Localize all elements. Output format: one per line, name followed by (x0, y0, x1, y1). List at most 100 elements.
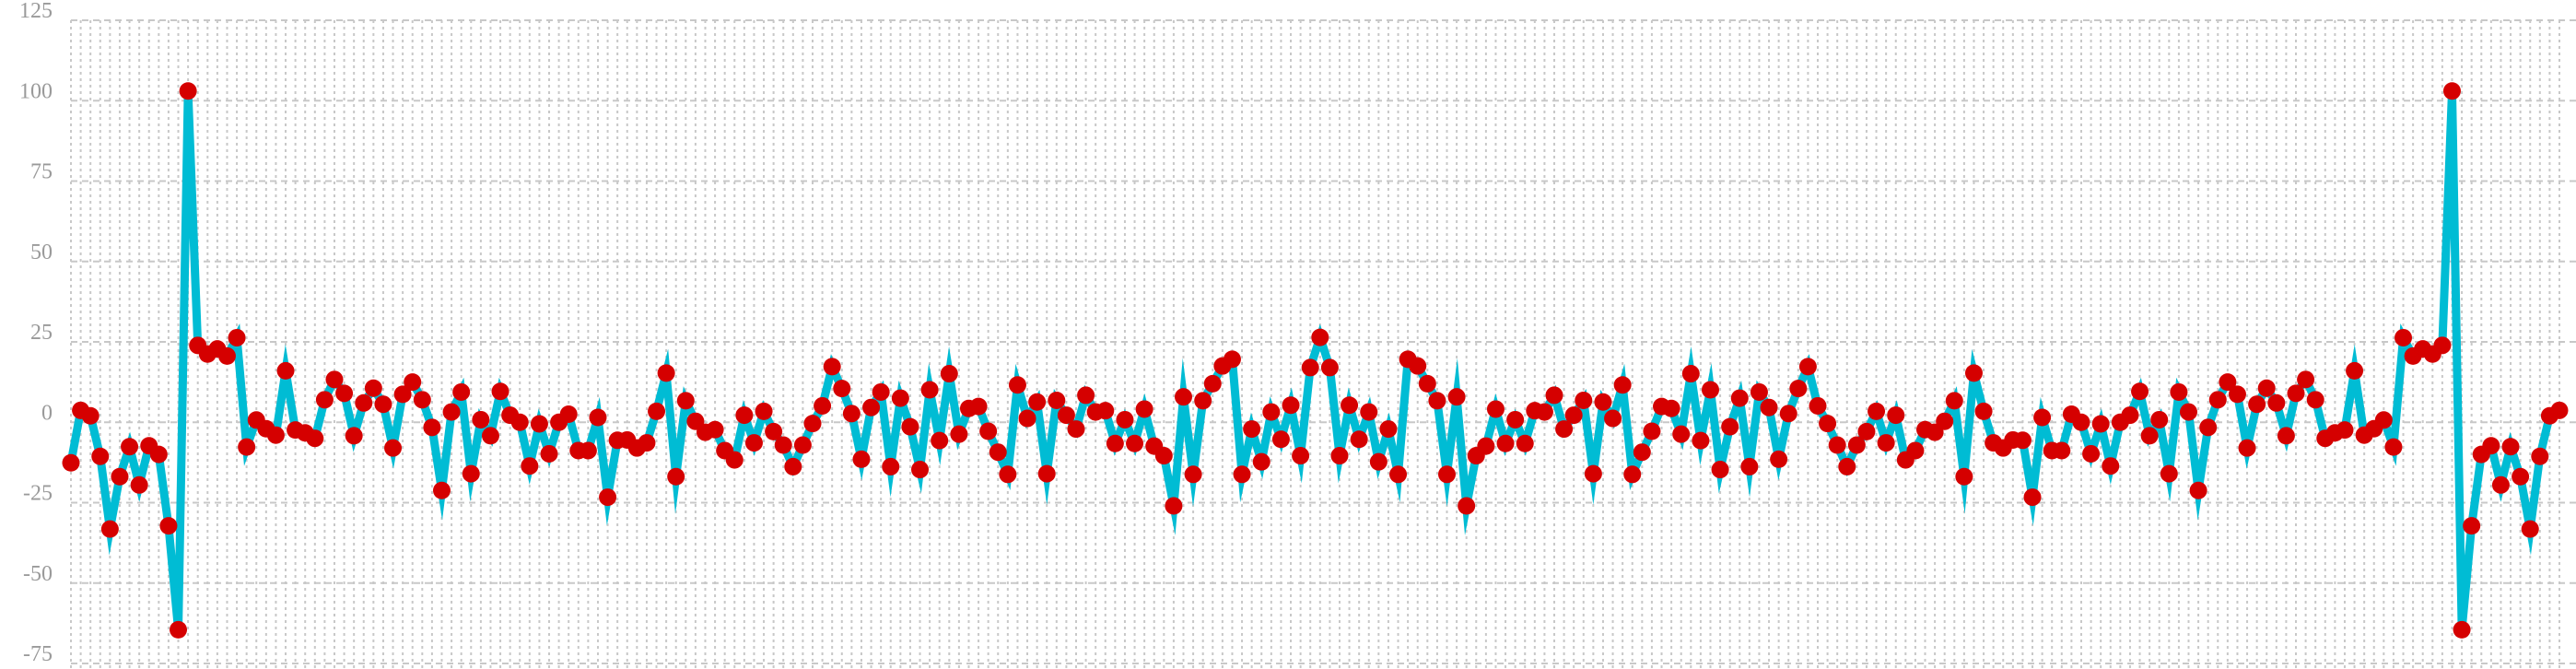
data-point (2306, 391, 2324, 409)
data-point (433, 481, 451, 499)
data-point (1604, 409, 1622, 428)
data-point (1409, 357, 1427, 375)
y-tick-label: -25 (23, 482, 53, 506)
data-point (1165, 497, 1183, 515)
data-point (1760, 398, 1778, 417)
data-point (1350, 430, 1368, 449)
data-point (872, 382, 890, 401)
data-point (1320, 358, 1339, 377)
data-point (989, 443, 1007, 462)
data-point (814, 396, 832, 415)
data-point (217, 346, 236, 365)
data-point (2219, 373, 2237, 392)
data-point (725, 451, 744, 469)
data-point (2550, 401, 2569, 419)
data-point (1964, 364, 1983, 382)
data-point (2053, 441, 2071, 460)
data-point (589, 408, 607, 427)
data-point (452, 382, 471, 401)
data-point (1135, 400, 1153, 418)
data-point (901, 417, 919, 436)
data-point (2257, 379, 2276, 397)
data-point (1458, 497, 1476, 515)
data-point (2248, 395, 2266, 414)
data-point (1292, 447, 1310, 465)
data-point (510, 413, 529, 431)
data-point (1662, 399, 1680, 417)
data-point (2131, 382, 2149, 401)
data-point (2238, 439, 2256, 457)
data-point (1223, 350, 1241, 369)
data-point (413, 391, 431, 409)
data-point (2346, 361, 2364, 380)
data-point (1594, 393, 1612, 411)
data-point (2150, 410, 2169, 428)
data-point (1633, 443, 1651, 462)
data-point (2033, 408, 2052, 427)
data-point (765, 422, 783, 440)
data-point (1418, 374, 1436, 393)
data-point (1730, 389, 1749, 407)
data-point (1672, 425, 1691, 443)
data-point (1154, 447, 1173, 465)
data-point (638, 434, 656, 452)
data-point (599, 488, 617, 507)
data-point (2199, 418, 2218, 437)
data-point (2521, 520, 2539, 538)
data-point (882, 457, 900, 475)
data-point (1847, 436, 1866, 454)
y-tick-label: 25 (30, 321, 53, 345)
data-point (1798, 358, 1817, 376)
data-point (1262, 403, 1281, 421)
data-point (2228, 385, 2246, 404)
data-point (833, 380, 851, 398)
data-point (1243, 420, 1261, 439)
data-point (2433, 336, 2452, 355)
data-point (179, 82, 197, 100)
data-point (1271, 430, 1290, 449)
data-point (1838, 457, 1856, 475)
data-point (891, 389, 909, 407)
data-point (969, 397, 988, 416)
y-tick-label: -50 (23, 562, 53, 586)
data-point (1379, 420, 1398, 439)
data-point (2102, 457, 2120, 475)
data-point (423, 418, 441, 437)
data-point (999, 465, 1017, 484)
data-point (540, 444, 558, 463)
data-point (803, 415, 822, 433)
data-point (2336, 421, 2354, 440)
data-point (1447, 388, 1466, 406)
data-point (91, 447, 110, 465)
data-point (2140, 427, 2159, 445)
data-point (1311, 328, 1329, 346)
data-point (2531, 447, 2549, 465)
data-point (784, 457, 802, 475)
data-point (491, 382, 509, 401)
data-point (384, 439, 403, 457)
y-tick-label: -75 (23, 642, 53, 666)
data-point (1477, 437, 1495, 455)
data-point (2072, 413, 2090, 431)
data-point (1203, 374, 1222, 393)
data-point (1175, 388, 1193, 406)
data-point (1184, 465, 1202, 484)
data-point (2013, 431, 2032, 450)
data-point (1721, 417, 1739, 436)
y-tick-label: 125 (19, 0, 53, 23)
data-point (2179, 403, 2197, 421)
data-point (735, 406, 754, 425)
data-point (911, 461, 930, 479)
data-point (1701, 381, 1719, 399)
data-point (130, 475, 148, 494)
data-point (979, 422, 998, 440)
data-point (2121, 406, 2139, 425)
data-point (1564, 406, 1583, 425)
data-point (1936, 412, 1954, 430)
data-point (374, 395, 392, 414)
data-point (1945, 392, 1963, 410)
data-point (657, 364, 675, 382)
y-tick-label: 0 (41, 401, 53, 425)
data-point (355, 393, 373, 412)
